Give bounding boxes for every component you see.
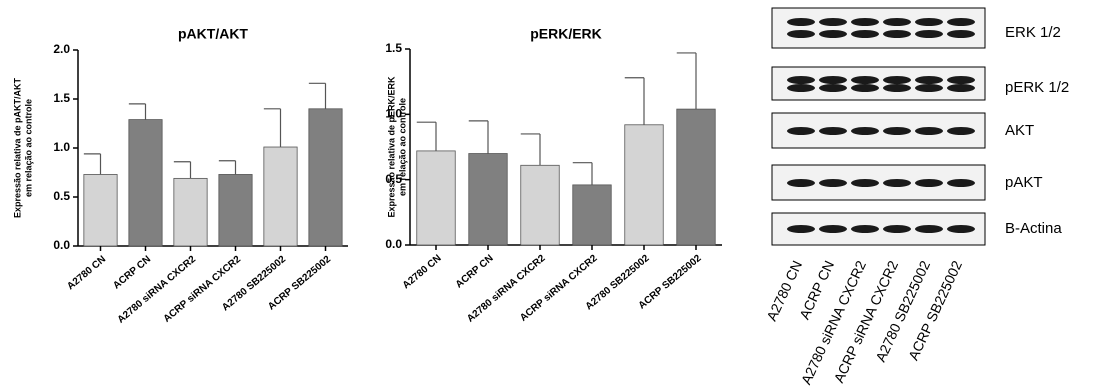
blot-band (819, 18, 847, 26)
blot-band (947, 30, 975, 38)
y-axis-label: em relação ao controle (23, 99, 33, 197)
blot-band (851, 76, 879, 84)
blot-band (819, 84, 847, 92)
bar (174, 178, 207, 246)
x-tick-label: ACRP siRNA CXCR2 (162, 254, 244, 325)
blot-band (851, 225, 879, 233)
band-label: ERK 1/2 (1005, 24, 1061, 41)
blot-frame (772, 8, 985, 48)
x-tick-label: A2780 siRNA CXCR2 (116, 254, 199, 326)
y-axis-label: Expressão relativa de pAKT/AKT (12, 77, 22, 218)
figure: pAKT/AKT Expressão relativa de pAKT/AKTem… (0, 0, 1096, 386)
blot-band (851, 30, 879, 38)
blot-band (787, 18, 815, 26)
blot-image (772, 8, 985, 245)
blot-band (883, 30, 911, 38)
bar (309, 109, 342, 246)
blot-band (915, 225, 943, 233)
blot-band (819, 225, 847, 233)
blot-band (883, 127, 911, 135)
y-axis-label: Expressão relativa de pERK/ERK (386, 76, 396, 218)
blot-band (915, 76, 943, 84)
blot-band (819, 30, 847, 38)
bar (521, 165, 559, 245)
blot-band (947, 179, 975, 187)
y-tick-label: 1.5 (385, 41, 402, 55)
chart-title: pERK/ERK (530, 26, 602, 42)
blot-band (915, 179, 943, 187)
y-tick-label: 0.0 (385, 237, 402, 251)
blot-band (819, 179, 847, 187)
blot-band (883, 179, 911, 187)
blot-band (947, 84, 975, 92)
blot-band (883, 225, 911, 233)
blot-band (883, 18, 911, 26)
band-label: B-Actina (1005, 220, 1062, 237)
blot-band (883, 76, 911, 84)
y-tick-label: 2.0 (53, 42, 70, 56)
bar (417, 151, 455, 245)
bar (625, 125, 663, 245)
bar (129, 120, 162, 246)
band-label: AKT (1005, 122, 1034, 139)
x-tick-label: ACRP CN (111, 254, 153, 292)
y-tick-label: 1.0 (53, 140, 70, 154)
x-tick-label: ACRP CN (454, 253, 496, 291)
bar (84, 174, 117, 246)
blot-band (947, 76, 975, 84)
blot-band (851, 179, 879, 187)
blot-band (787, 225, 815, 233)
blot-band (915, 127, 943, 135)
blot-band (851, 84, 879, 92)
blot-band (787, 76, 815, 84)
blot-band (787, 127, 815, 135)
x-tick-label: A2780 CN (65, 254, 108, 292)
blot-band (947, 18, 975, 26)
blot-band (947, 127, 975, 135)
y-tick-label: 0.0 (53, 238, 70, 252)
chart-title: pAKT/AKT (178, 26, 248, 42)
blot-band (915, 18, 943, 26)
blot-band (851, 127, 879, 135)
blot-band (883, 84, 911, 92)
band-label: pERK 1/2 (1005, 79, 1069, 96)
y-tick-label: 1.5 (53, 91, 70, 105)
y-tick-label: 0.5 (53, 189, 70, 203)
blot-band (915, 84, 943, 92)
page: pAKT/AKT Expressão relativa de pAKT/AKTem… (0, 0, 1096, 386)
x-tick-label: A2780 CN (401, 253, 444, 291)
bar (264, 147, 297, 246)
blot-band (851, 18, 879, 26)
band-label: pAKT (1005, 174, 1043, 191)
bar (219, 174, 252, 246)
y-tick-label: 1.0 (385, 107, 402, 121)
bar (573, 185, 611, 245)
bar (469, 154, 507, 245)
blot-band (915, 30, 943, 38)
bar (677, 109, 715, 245)
blot-band (787, 30, 815, 38)
y-tick-label: 0.5 (385, 172, 402, 186)
blot-band (947, 225, 975, 233)
blot-band (819, 127, 847, 135)
blot-band (787, 84, 815, 92)
blot-band (787, 179, 815, 187)
blot-band (819, 76, 847, 84)
